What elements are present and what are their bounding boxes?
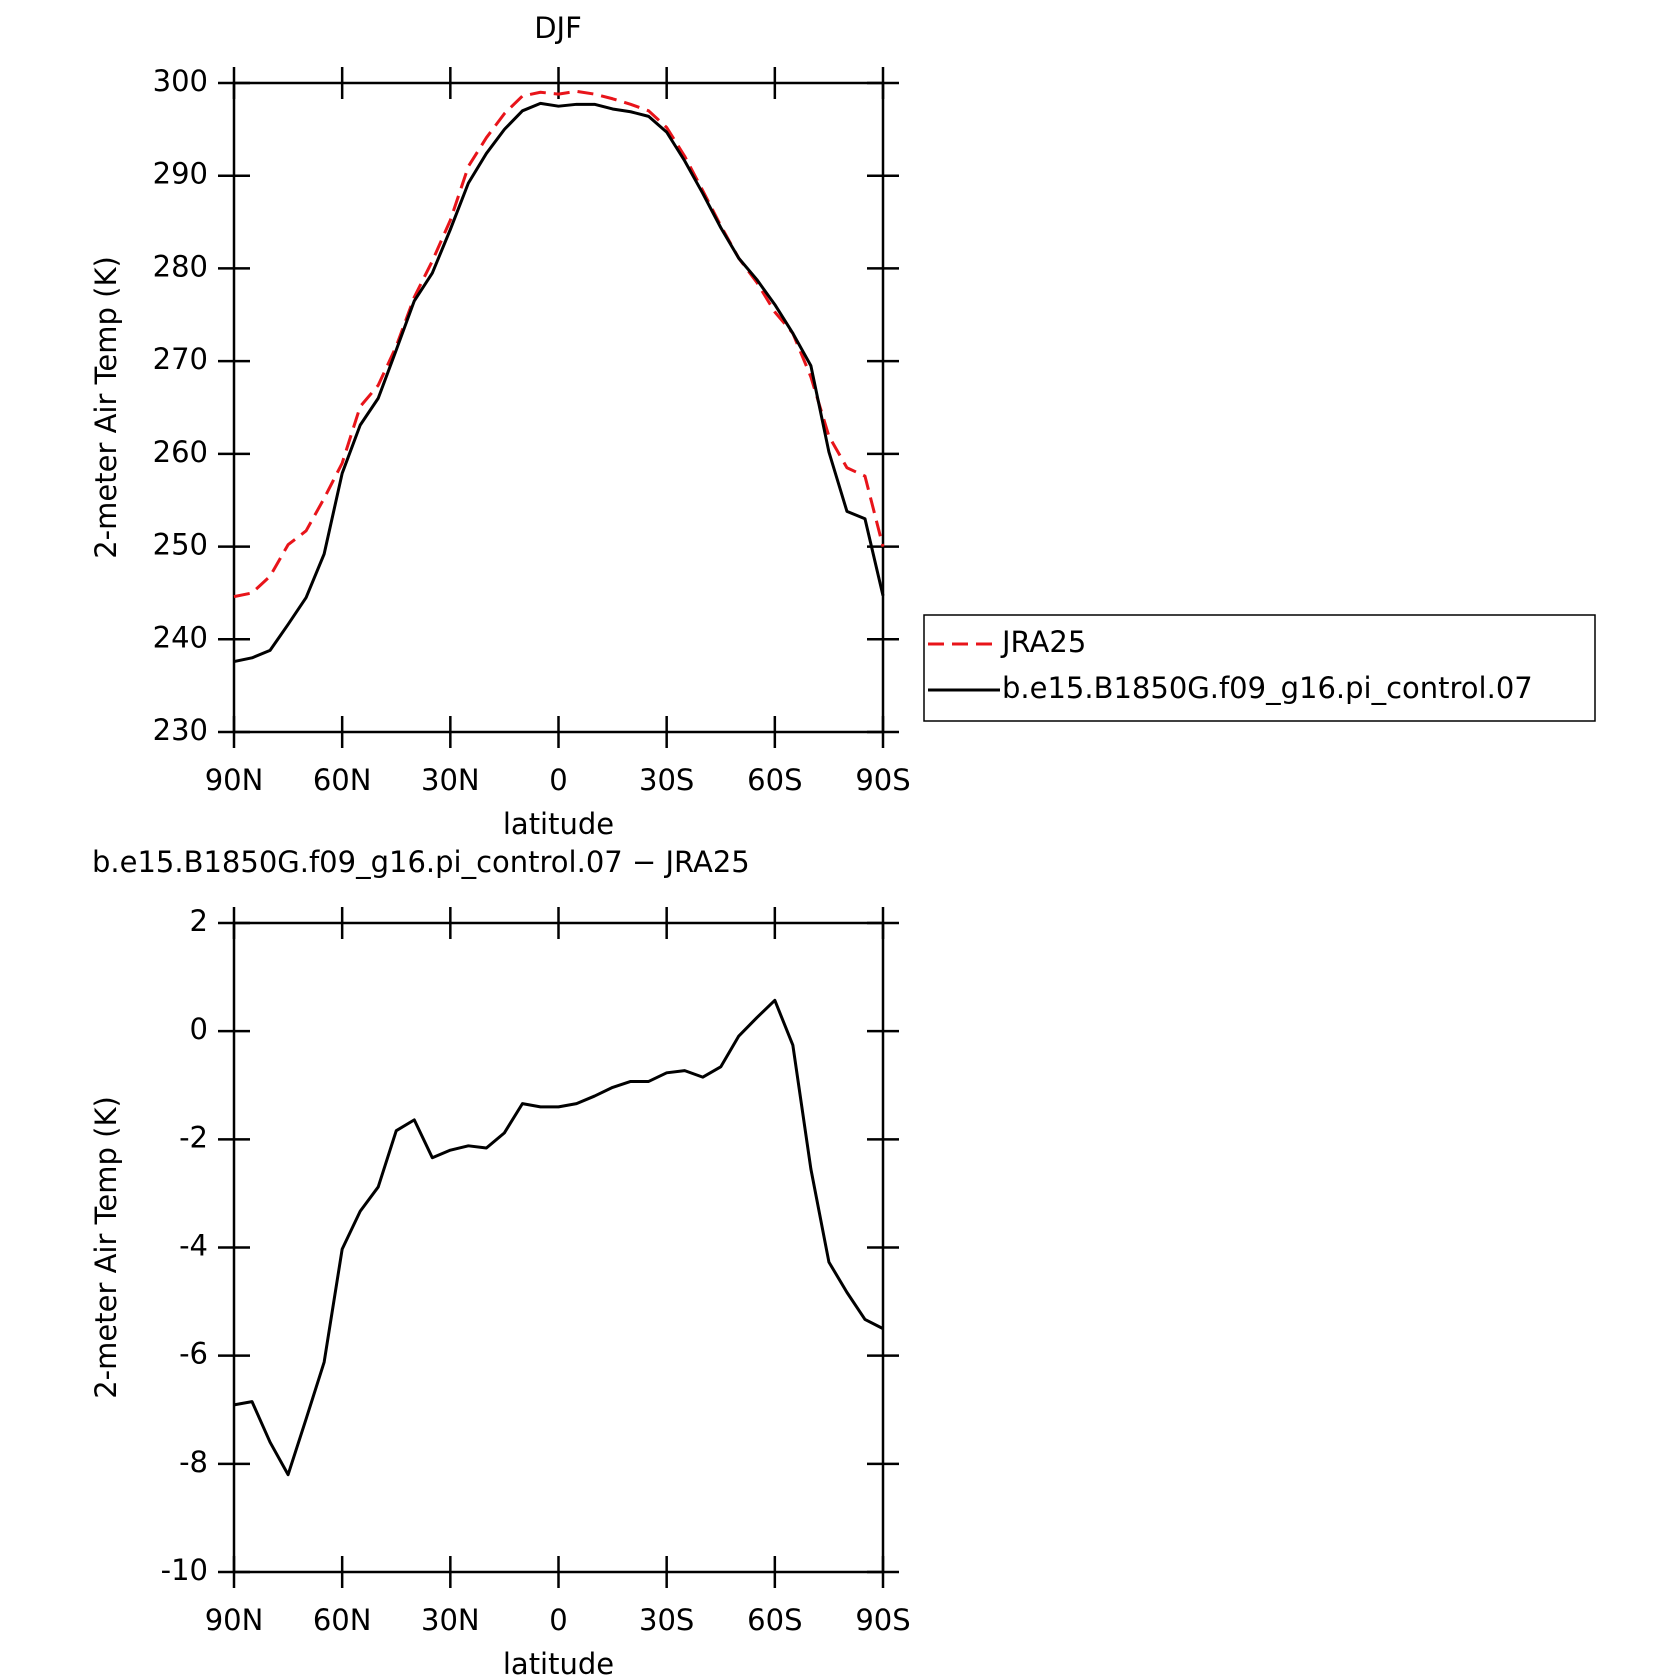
y-tick-label: 0 <box>190 1012 208 1046</box>
y-tick-label: 290 <box>153 157 208 191</box>
data-line <box>233 89 885 599</box>
y-tick-label: -2 <box>179 1120 208 1154</box>
data-line <box>233 998 884 1477</box>
x-axis-label: latitude <box>503 1647 614 1680</box>
x-tick-label: 90N <box>205 763 264 797</box>
x-tick-label: 90S <box>855 1603 910 1637</box>
y-tick-label: -10 <box>161 1553 208 1587</box>
y-tick-label: 280 <box>153 249 208 283</box>
chart-title: b.e15.B1850G.f09_g16.pi_control.07 − JRA… <box>92 845 750 879</box>
x-tick-label: 90S <box>855 763 910 797</box>
x-tick-label: 0 <box>549 763 567 797</box>
y-tick-label: 250 <box>153 528 208 562</box>
legend-label: JRA25 <box>1000 625 1086 659</box>
x-tick-label: 60S <box>747 763 802 797</box>
x-tick-label: 90N <box>205 1603 264 1637</box>
y-axis-label: 2-meter Air Temp (K) <box>89 256 123 559</box>
y-tick-label: 300 <box>153 64 208 98</box>
y-tick-label: 270 <box>153 342 208 376</box>
y-tick-label: 230 <box>153 713 208 747</box>
x-tick-label: 30S <box>639 1603 694 1637</box>
y-tick-label: 2 <box>190 904 208 938</box>
y-tick-label: -6 <box>179 1337 208 1371</box>
x-tick-label: 0 <box>549 1603 567 1637</box>
x-tick-label: 60N <box>313 1603 372 1637</box>
x-tick-label: 60N <box>313 763 372 797</box>
legend-label: b.e15.B1850G.f09_g16.pi_control.07 <box>1002 671 1533 705</box>
y-tick-label: 240 <box>153 620 208 654</box>
y-tick-label: 260 <box>153 435 208 469</box>
x-tick-label: 30N <box>421 1603 480 1637</box>
y-tick-label: -8 <box>179 1445 208 1479</box>
y-tick-label: -4 <box>179 1229 208 1263</box>
plot-frame <box>232 921 885 1574</box>
x-tick-label: 60S <box>747 1603 802 1637</box>
chart-title: DJF <box>534 11 582 45</box>
data-line <box>233 101 885 664</box>
legend-box <box>923 614 1596 722</box>
x-axis-label: latitude <box>503 807 614 841</box>
x-tick-label: 30S <box>639 763 694 797</box>
x-tick-label: 30N <box>421 763 480 797</box>
y-axis-label: 2-meter Air Temp (K) <box>89 1096 123 1399</box>
plot-frame <box>232 81 885 734</box>
